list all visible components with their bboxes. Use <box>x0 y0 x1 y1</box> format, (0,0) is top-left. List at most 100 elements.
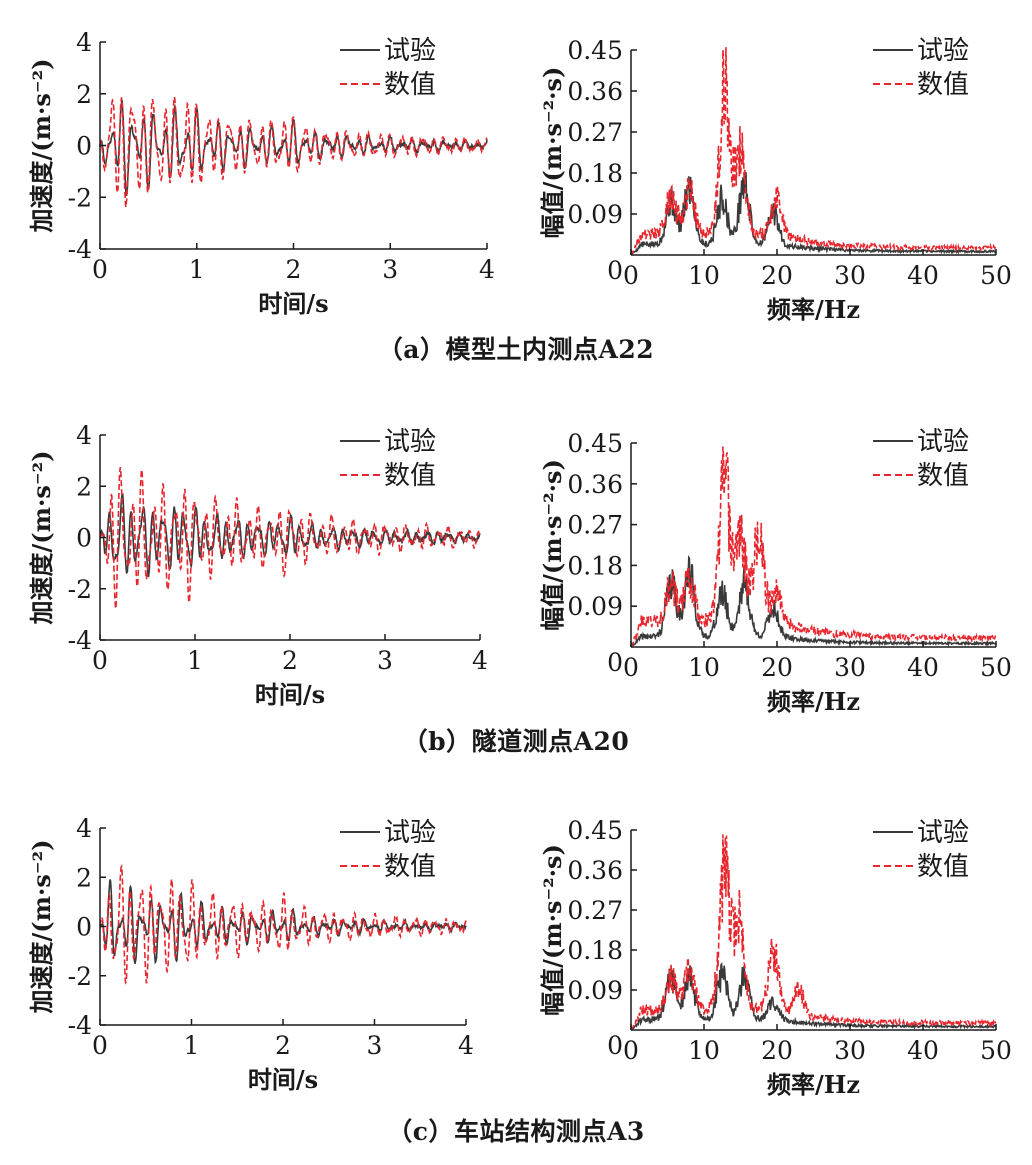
x-axis-label: 频率/Hz <box>767 687 860 716</box>
x-tick-label: 4 <box>479 255 495 284</box>
x-tick-label: 4 <box>472 646 488 675</box>
x-tick-label: 0 <box>623 261 639 290</box>
x-axis-label: 时间/s <box>248 1065 318 1094</box>
x-tick-label: 40 <box>907 1036 939 1065</box>
y-axis-label: 加速度/(m·s⁻²) <box>27 451 56 625</box>
y-tick-label: 0.18 <box>567 159 623 188</box>
x-tick-label: 20 <box>761 261 793 290</box>
x-axis-label: 频率/Hz <box>767 295 860 324</box>
caption-b: （b）隧道测点A20 <box>402 727 630 756</box>
series-line-numerical <box>99 864 467 985</box>
x-tick-label: 2 <box>282 646 298 675</box>
caption-a: （a）模型土内测点A22 <box>377 335 655 364</box>
x-tick-label: 1 <box>187 646 203 675</box>
legend-label: 试验 <box>917 818 969 848</box>
y-tick-label: 0.36 <box>567 77 623 106</box>
y-tick-label: 0 <box>76 132 92 161</box>
series-line-experiment <box>99 99 488 197</box>
x-tick-label: 3 <box>377 646 393 675</box>
chart-c-freq: 0 10 20 30 40 50 0.45 0.36 0.27 0.18 0.09 0 频率/Hz 幅值/… <box>538 816 1012 1099</box>
chart-b-freq: 0 10 20 30 40 50 0.45 0.36 0.27 0.18 0.09 0 频率/Hz 幅值/… <box>538 427 1012 716</box>
y-tick-label: 2 <box>76 863 92 892</box>
series-line-numerical <box>99 96 488 208</box>
x-tick-label: 3 <box>367 1031 383 1060</box>
x-axis-label: 时间/s <box>258 289 328 318</box>
series-line-experiment <box>630 555 997 648</box>
chart-a-freq: 0 10 20 30 40 50 0.45 0.36 0.27 0.18 0.09 0 频率/Hz 幅值/… <box>538 36 1012 324</box>
y-tick-label: 4 <box>76 814 92 843</box>
caption-c: （c）车站结构测点A3 <box>387 1117 645 1146</box>
y-tick-label: -2 <box>68 962 92 991</box>
y-tick-label: 0.36 <box>567 856 623 885</box>
legend-label: 试验 <box>917 36 969 66</box>
x-tick-label: 0 <box>623 1036 639 1065</box>
x-axis-label: 频率/Hz <box>767 1070 860 1099</box>
x-tick-label: 0 <box>92 255 108 284</box>
x-tick-label: 0 <box>623 653 639 682</box>
x-tick-label: 30 <box>834 261 866 290</box>
x-tick-label: 20 <box>761 1036 793 1065</box>
origin-label: 0 <box>607 1031 623 1060</box>
origin-label: 0 <box>607 648 623 677</box>
y-tick-label: 4 <box>76 28 92 57</box>
origin-label: 0 <box>607 256 623 285</box>
series-line-experiment <box>630 962 997 1031</box>
y-tick-label: 0.18 <box>567 936 623 965</box>
x-tick-label: 50 <box>980 261 1012 290</box>
y-tick-label: 0.45 <box>567 816 623 845</box>
series-line-numerical <box>99 467 481 609</box>
x-tick-label: 50 <box>980 653 1012 682</box>
x-axis-label: 时间/s <box>255 680 325 709</box>
x-tick-label: 10 <box>688 653 720 682</box>
y-axis-label: 加速度/(m·s⁻²) <box>27 840 56 1014</box>
y-tick-label: -2 <box>68 183 92 212</box>
legend-label: 试验 <box>917 427 969 457</box>
y-tick-label: -4 <box>68 1011 92 1040</box>
x-tick-label: 0 <box>92 646 108 675</box>
y-tick-label: 0.27 <box>567 896 623 925</box>
y-tick-label: 0.27 <box>567 511 623 540</box>
x-tick-label: 30 <box>834 1036 866 1065</box>
x-tick-label: 10 <box>688 1036 720 1065</box>
x-tick-label: 1 <box>184 1031 200 1060</box>
legend-label: 试验 <box>384 427 436 457</box>
y-tick-label: 0.36 <box>567 470 623 499</box>
x-tick-label: 50 <box>980 1036 1012 1065</box>
y-axis-label: 加速度/(m·s⁻²) <box>27 59 56 233</box>
x-tick-label: 3 <box>382 255 398 284</box>
x-tick-label: 10 <box>688 261 720 290</box>
x-tick-label: 4 <box>458 1031 474 1060</box>
x-tick-label: 1 <box>189 255 205 284</box>
y-tick-label: 0.45 <box>567 36 623 65</box>
y-tick-label: 0.45 <box>567 429 623 458</box>
y-tick-label: 2 <box>76 80 92 109</box>
legend-label: 数值 <box>917 461 969 491</box>
y-tick-label: -4 <box>68 235 92 264</box>
y-tick-label: 0.18 <box>567 551 623 580</box>
legend-label: 数值 <box>384 852 436 882</box>
y-tick-label: -4 <box>68 626 92 655</box>
y-tick-label: 4 <box>76 421 92 450</box>
y-tick-label: 0 <box>76 524 92 553</box>
legend-label: 数值 <box>917 70 969 100</box>
y-axis-label: 幅值/(m·s⁻²·s) <box>538 67 567 239</box>
y-tick-label: -2 <box>68 575 92 604</box>
x-tick-label: 2 <box>286 255 302 284</box>
series-line-numerical <box>630 446 997 648</box>
y-axis-label: 幅值/(m·s⁻²·s) <box>538 844 567 1016</box>
y-tick-label: 0.09 <box>567 200 623 229</box>
y-tick-label: 2 <box>76 472 92 501</box>
y-tick-label: 0 <box>76 913 92 942</box>
legend-label: 数值 <box>917 852 969 882</box>
series-line-numerical <box>630 47 997 256</box>
legend-label: 试验 <box>384 36 436 66</box>
y-tick-label: 0.09 <box>567 592 623 621</box>
legend-label: 试验 <box>384 818 436 848</box>
y-axis-label: 幅值/(m·s⁻²·s) <box>538 459 567 631</box>
x-tick-label: 2 <box>275 1031 291 1060</box>
y-tick-label: 0.27 <box>567 118 623 147</box>
x-tick-label: 0 <box>92 1031 108 1060</box>
